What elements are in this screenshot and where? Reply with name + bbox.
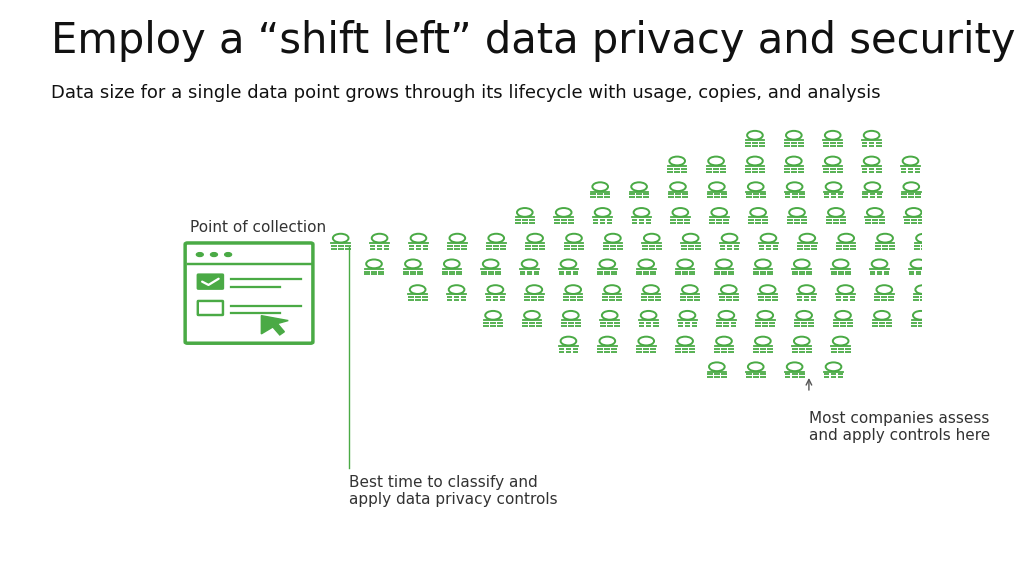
Circle shape — [224, 253, 231, 256]
Text: Point of collection: Point of collection — [189, 220, 326, 235]
Polygon shape — [261, 316, 288, 335]
Text: Employ a “shift left” data privacy and security strategy: Employ a “shift left” data privacy and s… — [51, 20, 1024, 62]
Circle shape — [197, 253, 204, 256]
Text: Best time to classify and
apply data privacy controls: Best time to classify and apply data pri… — [348, 475, 557, 507]
FancyBboxPatch shape — [198, 275, 223, 289]
Circle shape — [211, 253, 217, 256]
Text: Data size for a single data point grows through its lifecycle with usage, copies: Data size for a single data point grows … — [51, 84, 881, 101]
Text: Most companies assess
and apply controls here: Most companies assess and apply controls… — [809, 411, 990, 443]
